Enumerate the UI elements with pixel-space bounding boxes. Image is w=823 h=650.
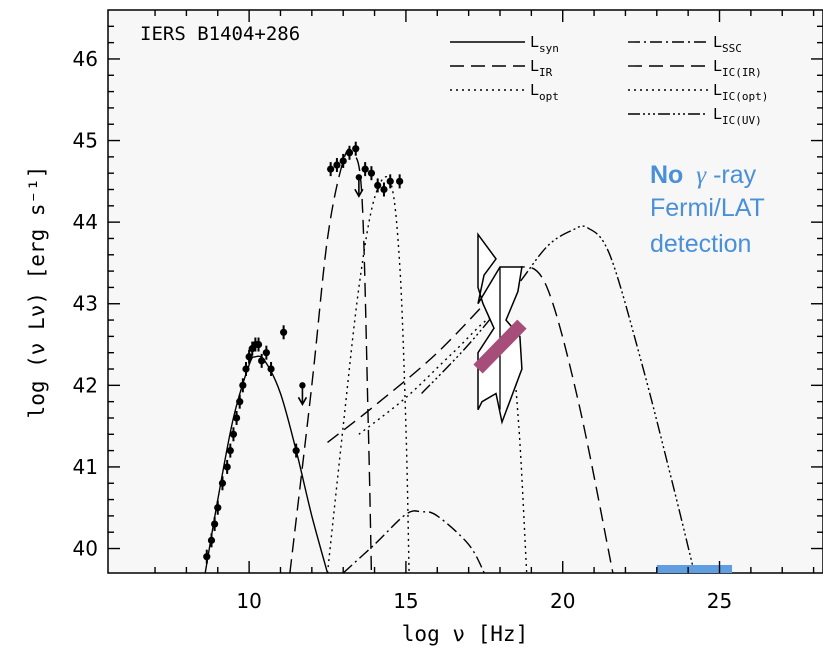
x-axis-title: log ν [Hz] (402, 622, 528, 646)
data-point (245, 353, 253, 361)
y-tick-label: 44 (73, 210, 98, 234)
y-tick-label: 46 (73, 47, 98, 71)
x-tick-label: 20 (550, 589, 575, 613)
axis-ticks: 10 15 20 25 40 41 42 43 44 45 46 (73, 10, 823, 613)
legend-label-sub: IC(UV) (722, 114, 762, 127)
legend-label-main: L (713, 105, 722, 123)
data-point (361, 165, 369, 173)
legend-label-sub: IC(IR) (722, 66, 762, 79)
legend-label-main: L (713, 33, 722, 51)
plot-frame (107, 9, 823, 574)
legend-label-sub: opt (539, 90, 559, 103)
legend-label: LIR (530, 57, 553, 79)
data-point (367, 169, 376, 177)
upper-limit-arrow (354, 188, 364, 198)
data-point (386, 177, 394, 185)
upper-limit-point (355, 174, 363, 181)
data-points (203, 141, 404, 564)
annotation-ray: -ray (713, 161, 757, 189)
legend-label: Lopt (530, 81, 559, 103)
legend-label-main: L (713, 57, 722, 75)
data-point (236, 398, 244, 406)
y-axis-title: log (ν Lν) [erg s⁻¹] (25, 166, 49, 419)
source-label: IERS B1404+286 (140, 23, 300, 45)
curve-l-opt (326, 176, 410, 573)
data-point (229, 430, 238, 438)
annotation-gamma: γ (696, 162, 707, 189)
data-point (262, 349, 270, 357)
data-point (239, 381, 247, 389)
x-tick-label: 15 (393, 589, 418, 613)
legend-label: LIC(opt) (713, 81, 768, 103)
data-point (333, 161, 341, 169)
annotation-line-2: Fermi/LAT (650, 194, 765, 222)
legend-label-main: L (713, 81, 722, 99)
legend-label: LIC(IR) (713, 57, 762, 79)
data-point (242, 365, 250, 373)
data-point (380, 185, 388, 194)
curve-l-syn (204, 355, 329, 573)
annotation-line-3: detection (650, 230, 751, 258)
data-point (258, 357, 266, 365)
data-point (292, 447, 300, 455)
legend-label-sub: SSC (722, 42, 742, 55)
xray-spectrum-bar (473, 319, 527, 374)
data-point (214, 504, 222, 512)
legend-label: LIC(UV) (713, 105, 762, 127)
legend-label-main: L (530, 57, 539, 75)
data-point (280, 328, 288, 336)
y-tick-label: 45 (73, 129, 98, 153)
annotation-no: No (650, 161, 683, 189)
annotation-line-1: No γ -ray (650, 161, 757, 189)
data-point (223, 463, 231, 471)
data-point (232, 414, 241, 422)
x-tick-label: 10 (236, 589, 261, 613)
data-point (254, 340, 263, 349)
legend-label-main: L (530, 81, 539, 99)
data-point (345, 149, 354, 157)
data-point (339, 157, 347, 165)
data-point (396, 177, 404, 185)
data-point (374, 181, 382, 190)
data-point (226, 447, 234, 455)
y-tick-label: 43 (73, 292, 98, 316)
y-tick-label: 40 (73, 537, 98, 561)
legend-label: LSSC (713, 33, 742, 55)
no-gamma-annotation: No γ -ray Fermi/LAT detection (650, 161, 765, 258)
upper-limit-point (299, 382, 306, 389)
y-tick-label: 42 (73, 373, 98, 397)
data-point (267, 365, 275, 373)
legend-label-sub: syn (539, 42, 559, 55)
legend-label-sub: IR (539, 66, 553, 79)
legend-label-main: L (530, 33, 539, 51)
data-point (207, 536, 216, 544)
x-tick-label: 25 (707, 589, 732, 613)
legend-label-sub: IC(opt) (722, 90, 768, 103)
y-tick-label: 41 (73, 455, 98, 479)
data-point (218, 479, 227, 487)
data-point (203, 553, 211, 561)
curve-l-ssc (342, 510, 485, 573)
data-point (211, 520, 219, 528)
legend-label: Lsyn (530, 33, 559, 55)
data-point (327, 165, 335, 173)
upper-limit-arrow (297, 396, 308, 406)
xray-bowtie-group (473, 232, 733, 573)
data-point (352, 145, 360, 153)
fermi-lat-bar (656, 565, 733, 573)
